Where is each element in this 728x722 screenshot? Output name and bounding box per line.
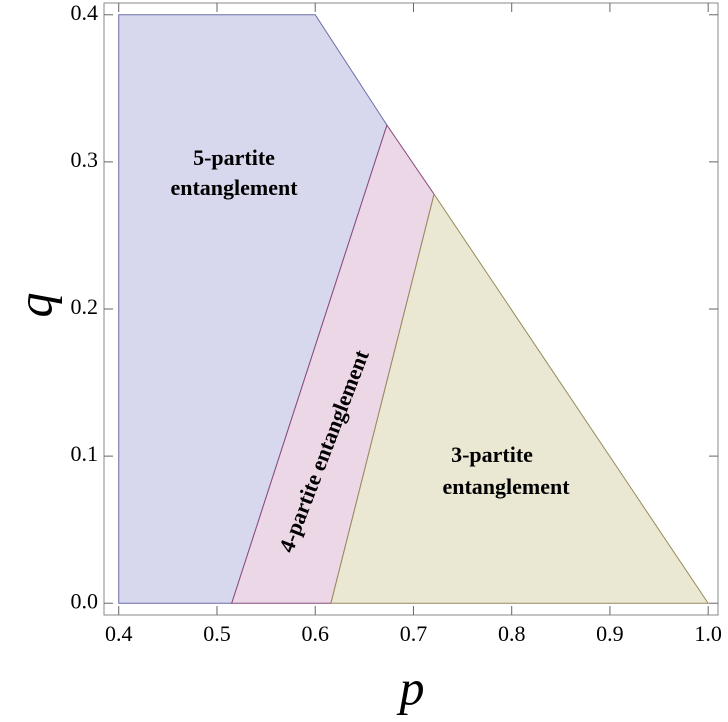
x-tick-label: 0.7: [400, 621, 428, 646]
y-tick-label: 0.4: [71, 0, 99, 25]
y-tick-label: 0.3: [71, 147, 99, 172]
x-tick-label: 0.6: [301, 621, 329, 646]
region: [118, 14, 388, 604]
x-axis-label: p: [397, 659, 425, 715]
x-tick-label: 0.8: [498, 621, 526, 646]
x-tick-label: 0.5: [203, 621, 231, 646]
region: [330, 193, 710, 604]
x-tick-label: 0.4: [105, 621, 133, 646]
y-axis-label: q: [6, 293, 62, 318]
x-tick-label: 0.9: [596, 621, 624, 646]
region-label: entanglement: [170, 175, 298, 200]
region-label: 3-partite: [451, 442, 533, 467]
y-tick-label: 0.0: [71, 588, 99, 613]
region-label: entanglement: [442, 474, 570, 499]
x-tick-label: 1.0: [694, 621, 722, 646]
y-tick-label: 0.1: [71, 441, 99, 466]
region-label: 5-partite: [193, 145, 275, 170]
y-tick-label: 0.2: [71, 294, 99, 319]
